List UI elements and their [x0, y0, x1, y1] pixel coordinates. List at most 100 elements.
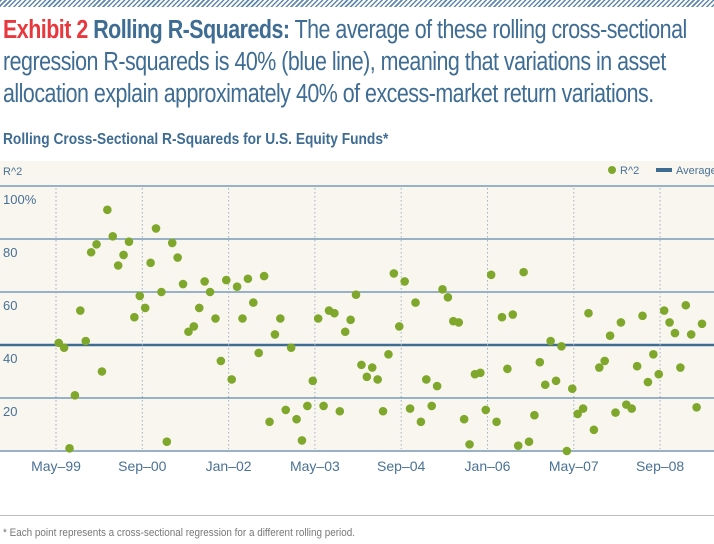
data-point — [216, 356, 226, 366]
data-point — [308, 376, 318, 386]
data-point — [249, 298, 258, 307]
scatter-chart: 100% 80 60 40 20 May–99 Sep–00 Jan–02 May–03 Sep… — [0, 165, 714, 474]
data-point — [643, 377, 653, 387]
headline: Exhibit 2 Rolling R-Squareds: The averag… — [3, 14, 713, 110]
data-point — [681, 300, 691, 310]
data-point — [600, 356, 609, 366]
data-point — [124, 237, 134, 246]
data-point — [551, 376, 561, 386]
x-tick-label: Sep–08 — [636, 458, 684, 474]
x-tick-label: Jan–02 — [206, 458, 252, 474]
data-point — [119, 250, 128, 260]
legend-r2-label: R^2 — [620, 165, 639, 177]
data-point — [265, 417, 274, 427]
data-point — [627, 404, 637, 413]
exhibit-description: The average of these rolling cross-secti… — [3, 16, 687, 108]
exhibit-number: Exhibit 2 — [3, 16, 88, 44]
data-point — [443, 293, 453, 302]
data-point — [378, 406, 388, 416]
legend-average-marker — [656, 168, 672, 172]
data-point — [157, 287, 166, 297]
data-point — [221, 275, 231, 285]
data-point — [346, 315, 355, 325]
data-point — [665, 318, 674, 327]
data-point — [200, 277, 209, 286]
data-point — [503, 364, 512, 374]
data-point — [465, 440, 474, 449]
x-tick-label: May–07 — [549, 458, 599, 474]
data-point — [589, 425, 599, 435]
data-point — [400, 277, 409, 286]
data-point — [184, 327, 193, 337]
data-point — [605, 331, 615, 341]
data-point — [459, 414, 469, 424]
data-point — [81, 336, 91, 346]
chart-background — [0, 161, 714, 452]
data-point — [578, 404, 588, 413]
data-point — [270, 330, 280, 339]
data-point — [286, 343, 296, 352]
chart-title: Rolling Cross-Sectional R-Squareds for U… — [3, 131, 389, 148]
data-point — [524, 437, 534, 447]
data-point — [254, 348, 264, 358]
data-point — [178, 279, 188, 289]
data-point — [535, 357, 545, 367]
data-point — [173, 253, 182, 262]
y-tick-label: 20 — [3, 404, 17, 419]
data-point — [162, 437, 172, 447]
data-point — [546, 336, 555, 346]
data-point — [238, 314, 247, 323]
data-point — [584, 308, 593, 318]
data-point — [427, 401, 437, 411]
data-point — [135, 291, 145, 301]
data-point — [389, 269, 399, 278]
y-tick-label: 60 — [3, 298, 17, 313]
data-point — [211, 314, 220, 323]
decorative-hatch-stripe — [0, 0, 714, 7]
data-point — [476, 368, 485, 378]
data-point — [686, 330, 696, 339]
data-point — [540, 380, 550, 390]
data-point — [573, 409, 582, 419]
data-point — [303, 401, 312, 411]
data-point — [243, 274, 253, 284]
x-tick-label: May–99 — [31, 458, 81, 474]
data-point — [659, 306, 669, 315]
data-point — [654, 369, 664, 379]
data-point — [292, 414, 301, 424]
data-point — [151, 224, 161, 233]
data-point — [70, 391, 80, 400]
data-point — [146, 258, 155, 268]
legend: R^2 Average — [608, 165, 714, 177]
data-point — [405, 404, 415, 413]
y-tick-label: 40 — [3, 351, 17, 366]
x-tick-label: May–03 — [290, 458, 340, 474]
exhibit-title: Rolling R-Squareds: — [93, 16, 290, 44]
data-point — [676, 363, 685, 372]
data-point — [194, 303, 204, 313]
data-point — [670, 328, 680, 338]
data-point — [281, 405, 291, 415]
data-point — [103, 205, 112, 215]
data-point — [394, 322, 404, 331]
data-point — [113, 261, 123, 270]
data-point — [616, 318, 626, 327]
footnote: * Each point represents a cross-sectiona… — [3, 527, 356, 539]
data-point — [649, 349, 658, 359]
data-point — [411, 298, 420, 307]
data-point — [513, 441, 523, 451]
data-point — [65, 444, 74, 453]
data-point — [140, 303, 150, 313]
data-point — [92, 240, 101, 249]
y-tick-label: 100% — [3, 192, 37, 207]
data-point — [276, 314, 285, 323]
y-axis-label: R^2 — [3, 166, 22, 178]
data-point — [497, 312, 507, 322]
data-point — [416, 417, 426, 427]
data-point — [330, 308, 339, 318]
footnote-separator — [0, 515, 714, 516]
legend-average-label: Average — [676, 165, 714, 177]
data-point — [130, 312, 139, 322]
data-point — [86, 247, 96, 257]
data-point — [108, 232, 118, 241]
